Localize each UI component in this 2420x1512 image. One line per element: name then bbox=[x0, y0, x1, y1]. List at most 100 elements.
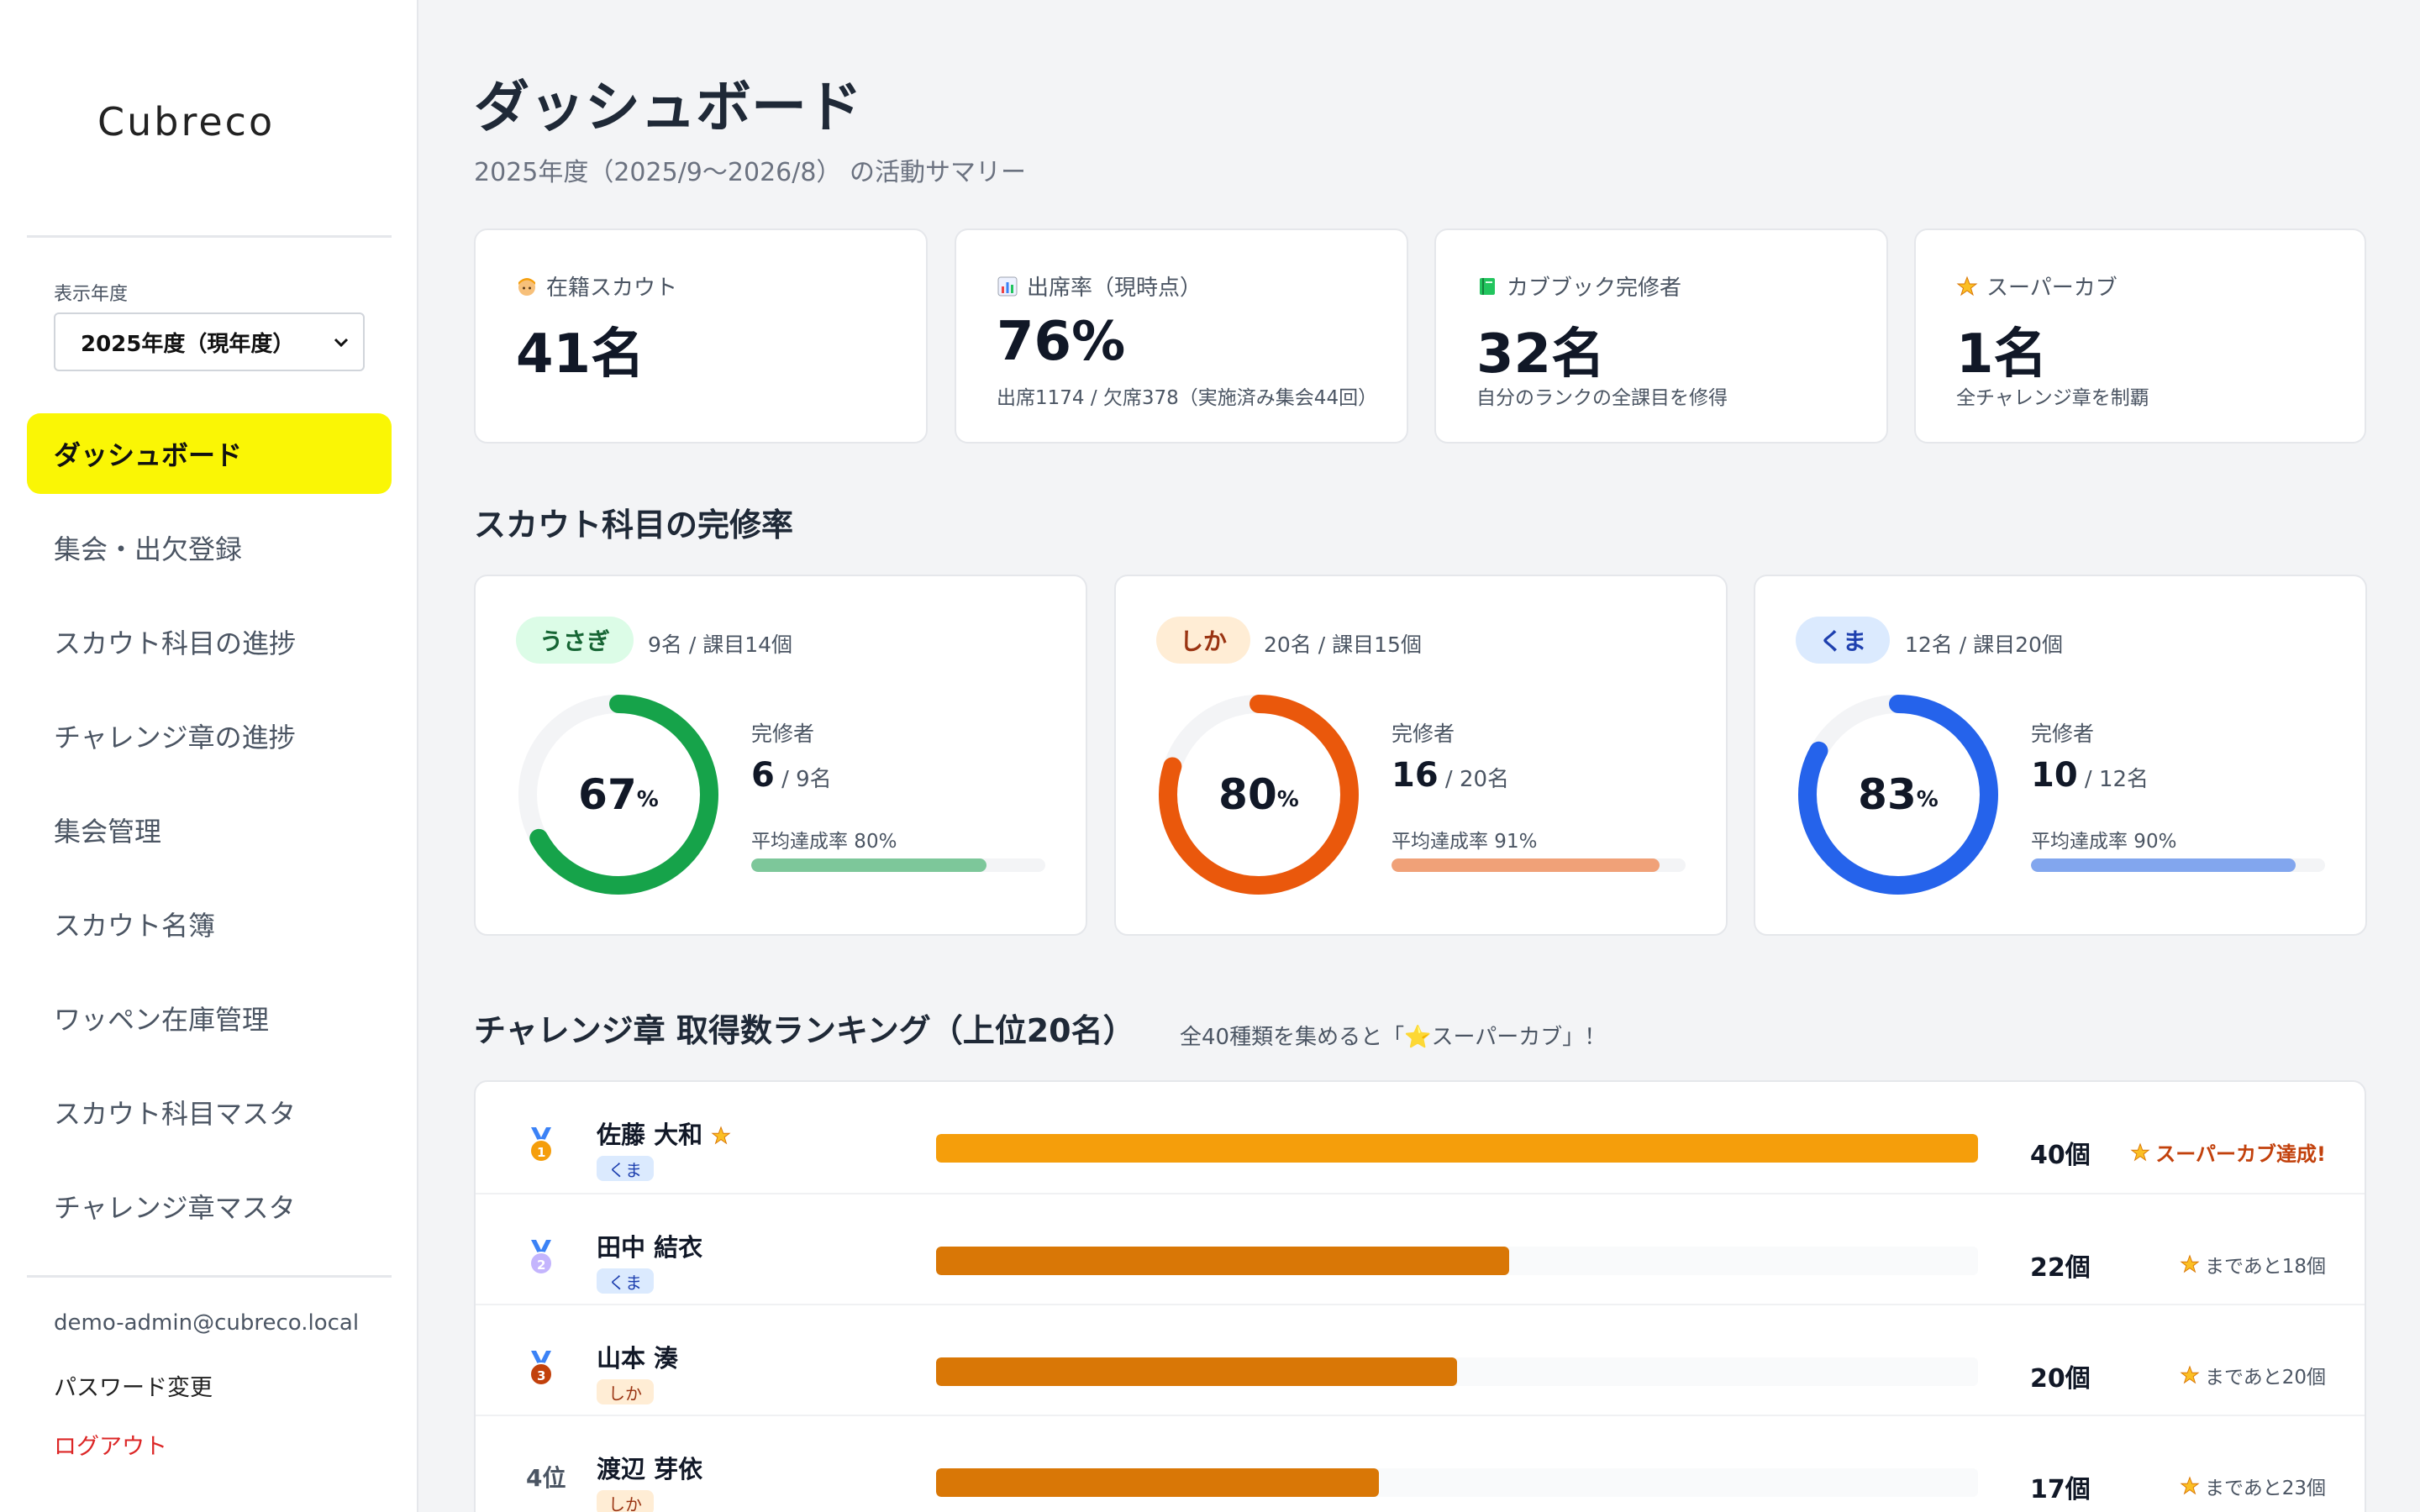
sidebar-item-0[interactable]: ダッシュボード bbox=[27, 413, 392, 494]
average-progress-fill bbox=[2031, 858, 2296, 872]
donut-percent: 67 bbox=[578, 770, 637, 819]
rank-badge: くま bbox=[1796, 617, 1891, 664]
sidebar-item-4[interactable]: 集会管理 bbox=[54, 816, 162, 848]
badge-count-bar bbox=[936, 1468, 1978, 1497]
donut-unit: % bbox=[636, 787, 659, 812]
stat-card: スーパーカブ 1名 全チャレンジ章を制覇 bbox=[1914, 228, 2366, 444]
rank-info: 20名 / 課目15個 bbox=[1264, 633, 1422, 657]
donut-arc bbox=[1159, 695, 1359, 895]
silver-medal-icon bbox=[524, 1238, 558, 1277]
scout-name: 佐藤 大和 bbox=[597, 1116, 731, 1151]
green-book-icon bbox=[1476, 276, 1498, 297]
password-change-link[interactable]: パスワード変更 bbox=[54, 1375, 213, 1401]
badge-count-bar-fill bbox=[936, 1468, 1379, 1497]
remaining-text: まであと18個 bbox=[2204, 1256, 2326, 1278]
completed-label: 完修者 bbox=[2031, 722, 2095, 746]
average-progress-bar bbox=[751, 858, 1045, 872]
average-progress-bar bbox=[1392, 858, 1686, 872]
rank-tag: くま bbox=[597, 1268, 654, 1294]
stat-label: 出席率（現時点） bbox=[997, 270, 1202, 302]
badge-count-bar-fill bbox=[936, 1357, 1457, 1386]
remaining-status: まであと23個 bbox=[2180, 1472, 2326, 1500]
remaining-status: スーパーカブ達成! bbox=[2130, 1137, 2326, 1167]
completed-count: 10 / 12名 bbox=[2031, 756, 2149, 795]
page-title: ダッシュボード bbox=[474, 75, 862, 139]
completion-section-title: スカウト科目の完修率 bbox=[474, 507, 794, 543]
star-icon bbox=[1956, 276, 1978, 297]
donut-label: 67% bbox=[516, 692, 721, 897]
star-icon bbox=[2180, 1476, 2200, 1496]
bronze-medal-icon bbox=[524, 1349, 558, 1388]
sidebar-item-1[interactable]: 集会・出欠登録 bbox=[54, 533, 243, 565]
rank-completion-card: うさぎ 9名 / 課目14個 67% 完修者 6 / 9名平均達成率 80% bbox=[474, 575, 1087, 936]
stat-note: 全チャレンジ章を制覇 bbox=[1956, 387, 2149, 409]
scout-name-text: 佐藤 大和 bbox=[597, 1121, 703, 1149]
donut-percent: 83 bbox=[1858, 770, 1917, 819]
stat-label-text: スーパーカブ bbox=[1986, 276, 2118, 301]
medal-rank-number: 2 bbox=[537, 1257, 546, 1273]
stat-value: 41名 bbox=[516, 323, 645, 386]
badge-count: 40個 bbox=[2030, 1141, 2091, 1170]
completion-donut bbox=[1159, 695, 1359, 895]
stat-label: 在籍スカウト bbox=[516, 270, 677, 302]
medal-rank-number: 1 bbox=[537, 1145, 546, 1160]
badge-count: 22個 bbox=[2030, 1253, 2091, 1283]
donut-label: 83% bbox=[1796, 692, 2001, 897]
sidebar-item-3[interactable]: チャレンジ章の進捗 bbox=[54, 722, 296, 753]
remaining-text: まであと20個 bbox=[2204, 1367, 2326, 1389]
sidebar-item-6[interactable]: ワッペン在庫管理 bbox=[54, 1004, 270, 1036]
remaining-status: まであと18個 bbox=[2180, 1250, 2326, 1278]
rank-completion-card: くま 12名 / 課目20個 83% 完修者 10 / 12名 平均達成率 90% bbox=[1754, 575, 2367, 936]
sidebar-item-5[interactable]: スカウト名簿 bbox=[54, 910, 216, 942]
badge-count: 17個 bbox=[2030, 1475, 2091, 1504]
completed-count: 6 / 9名 bbox=[751, 756, 832, 795]
user-email: demo-admin@cubreco.local bbox=[54, 1310, 360, 1336]
completed-total: / 20名 bbox=[1438, 767, 1510, 792]
sidebar-item-8[interactable]: チャレンジ章マスタ bbox=[54, 1192, 296, 1224]
donut-arc bbox=[1798, 695, 1998, 895]
completion-donut bbox=[518, 695, 718, 895]
average-progress-bar bbox=[2031, 858, 2325, 872]
stat-label: カブブック完修者 bbox=[1476, 270, 1681, 302]
badge-count-bar bbox=[936, 1247, 1978, 1275]
stat-value: 76% bbox=[997, 311, 1126, 373]
app-logo[interactable]: Cubreco bbox=[97, 99, 276, 144]
donut-arc bbox=[518, 695, 718, 895]
rank-badge: うさぎ bbox=[516, 617, 634, 664]
average-label: 平均達成率 80% bbox=[751, 831, 897, 853]
rank-info: 9名 / 課目14個 bbox=[648, 633, 793, 657]
completed-label: 完修者 bbox=[751, 722, 815, 746]
rank-tag: しか bbox=[597, 1379, 654, 1404]
page-subtitle: 2025年度（2025/9〜2026/8） の活動サマリー bbox=[474, 158, 1026, 187]
ranking-section-title: チャレンジ章 取得数ランキング（上位20名） bbox=[474, 1012, 1135, 1049]
average-progress-fill bbox=[1392, 858, 1660, 872]
donut-unit: % bbox=[1276, 787, 1299, 812]
sidebar-item-2[interactable]: スカウト科目の進捗 bbox=[54, 627, 297, 659]
stat-note: 出席1174 / 欠席378（実施済み集会44回） bbox=[997, 387, 1378, 409]
scout-name: 田中 結衣 bbox=[597, 1228, 702, 1263]
rank-info: 12名 / 課目20個 bbox=[1905, 633, 2063, 657]
rank-completion-card: しか 20名 / 課目15個 80% 完修者 16 / 20名 平均達成率 91% bbox=[1114, 575, 1728, 936]
stat-label-text: 在籍スカウト bbox=[546, 276, 678, 301]
super-cub-star-icon bbox=[711, 1123, 731, 1145]
star-icon bbox=[2180, 1365, 2200, 1385]
stat-note: 自分のランクの全課目を修得 bbox=[1476, 387, 1728, 409]
ranking-row: 1 佐藤 大和 くま 40個 スーパーカブ達成! bbox=[476, 1082, 2365, 1193]
scout-name-text: 山本 湊 bbox=[597, 1344, 679, 1373]
donut-unit: % bbox=[1916, 787, 1939, 812]
stat-label: スーパーカブ bbox=[1956, 270, 2118, 302]
year-select[interactable]: 2025年度（現年度） bbox=[54, 312, 365, 371]
gold-medal-icon bbox=[524, 1126, 558, 1164]
scout-face-icon bbox=[516, 276, 538, 297]
sidebar-nav: ダッシュボード集会・出欠登録スカウト科目の進捗 チャレンジ章の進捗 集会管理スカウト… bbox=[27, 413, 392, 1260]
donut-label: 80% bbox=[1156, 692, 1361, 897]
remaining-text: スーパーカブ達成! bbox=[2155, 1142, 2326, 1166]
ranking-row: 4位 渡辺 芽依 しか 17個 まであと23個 bbox=[476, 1415, 2365, 1512]
sidebar-item-7[interactable]: スカウト科目マスタ bbox=[54, 1098, 297, 1130]
ranking-row: 3 山本 湊しか 20個 まであと20個 bbox=[476, 1304, 2365, 1415]
remaining-status: まであと20個 bbox=[2180, 1361, 2326, 1389]
completed-count: 16 / 20名 bbox=[1392, 756, 1509, 795]
stat-value: 1名 bbox=[1956, 323, 2048, 386]
logout-link[interactable]: ログアウト bbox=[54, 1434, 167, 1460]
year-label: 表示年度 bbox=[54, 284, 129, 305]
